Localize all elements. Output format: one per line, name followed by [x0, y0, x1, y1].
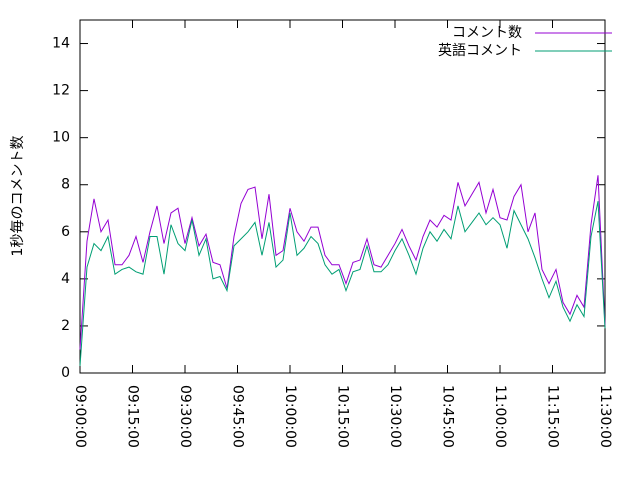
x-tick-label: 11:00:00 [492, 385, 508, 448]
y-axis-label: 1秒毎のコメント数 [10, 136, 26, 257]
x-tick-label: 09:15:00 [125, 385, 141, 448]
x-tick-label: 10:45:00 [440, 385, 456, 448]
x-tick-label: 09:45:00 [230, 385, 246, 448]
y-tick-label: 4 [61, 271, 70, 287]
plot-frame [79, 19, 606, 374]
y-tick-label: 8 [61, 177, 70, 193]
x-tick-label: 09:00:00 [72, 385, 88, 448]
x-tick-label: 11:15:00 [545, 385, 561, 448]
x-tick-label: 10:00:00 [282, 385, 298, 448]
series-line [79, 175, 606, 350]
y-tick-label: 2 [61, 318, 70, 334]
series-line [79, 201, 606, 366]
x-tick-label: 09:30:00 [177, 385, 193, 448]
x-tick-label: 10:15:00 [335, 385, 351, 448]
y-tick-label: 6 [61, 224, 70, 240]
y-tick-label: 10 [52, 130, 70, 146]
legend-label: コメント数 [452, 25, 522, 41]
y-tick-label: 12 [52, 83, 70, 99]
y-tick-label: 14 [52, 36, 70, 52]
x-tick-label: 10:30:00 [387, 385, 403, 448]
legend-label: 英語コメント [438, 42, 522, 59]
y-tick-label: 0 [61, 365, 70, 381]
x-tick-label: 11:30:00 [597, 385, 613, 448]
